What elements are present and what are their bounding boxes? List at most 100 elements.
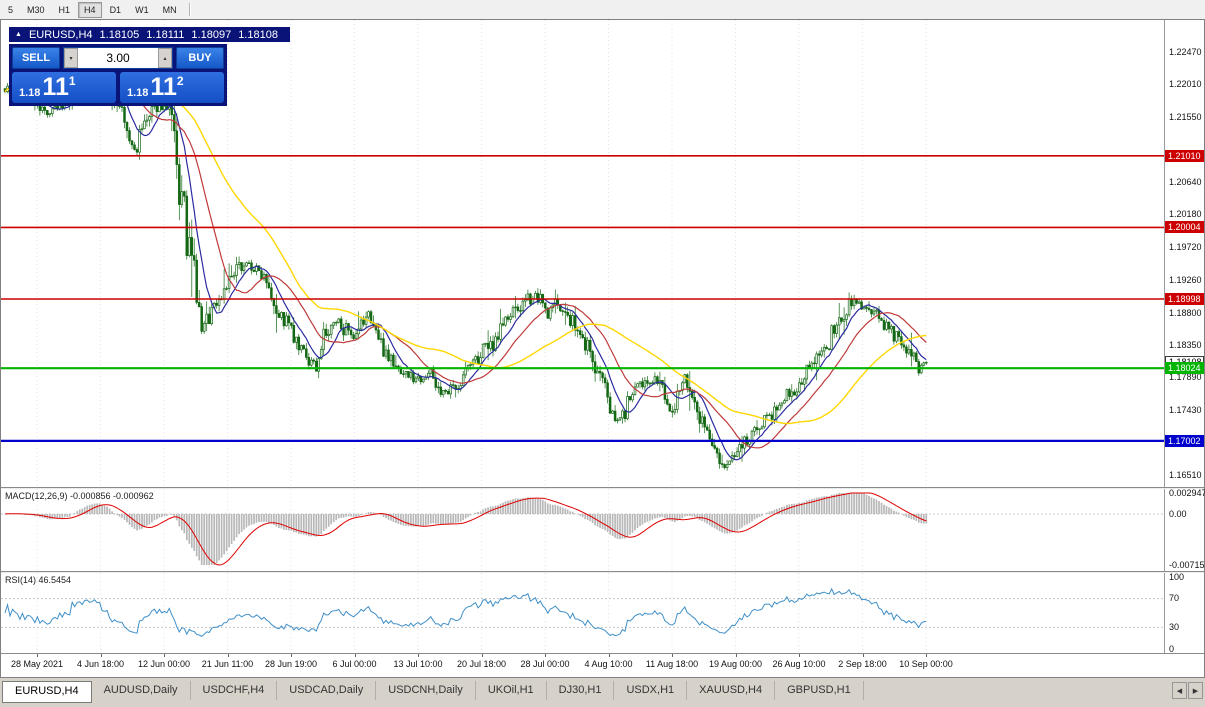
price-line-badge: 1.18998 xyxy=(1165,293,1204,305)
time-tick-mark xyxy=(354,654,356,657)
time-tick-mark xyxy=(100,654,102,657)
low-value: 1.18097 xyxy=(191,28,232,41)
buy-price-prefix: 1.18 xyxy=(127,87,149,99)
price-tick-label: 1.20640 xyxy=(1169,176,1202,187)
chart-tab-ukoil-h1[interactable]: UKOil,H1 xyxy=(476,681,547,700)
price-tick-label: 1.18350 xyxy=(1169,339,1202,350)
rsi-axis-label: 70 xyxy=(1169,593,1180,604)
chart-tab-usdx-h1[interactable]: USDX,H1 xyxy=(614,681,688,700)
time-axis-label: 11 Aug 18:00 xyxy=(645,659,699,669)
buy-price-pips: 11 xyxy=(150,73,177,101)
time-axis: 28 May 2021 4 Jun 18:00 12 Jun 00:00 21 Jun… xyxy=(1,653,1204,677)
sell-price-display[interactable]: 1.18 11 1 xyxy=(12,72,116,103)
time-axis-label: 10 Sep 00:00 xyxy=(899,659,953,669)
high-value: 1.18111 xyxy=(146,28,185,41)
chart-tab-usdcnh-daily[interactable]: USDCNH,Daily xyxy=(376,681,476,700)
one-click-trading-panel: SELL ▾ ▴ BUY 1.18 11 1 1.18 11 2 xyxy=(9,44,227,106)
tabs-scroll-left-button[interactable]: ◀ xyxy=(1172,682,1187,699)
time-axis-label: 26 Aug 10:00 xyxy=(772,659,826,669)
collapse-panel-icon[interactable]: ▲ xyxy=(15,31,22,38)
macd-axis-label: 0.002947 xyxy=(1169,487,1205,498)
time-axis-label: 28 Jul 00:00 xyxy=(520,659,570,669)
time-axis-label: 12 Jun 00:00 xyxy=(137,659,191,669)
chart-ohlc-bar: ▲ EURUSD,H4 1.18105 1.18111 1.18097 1.18… xyxy=(9,27,290,42)
time-axis-label: 19 Aug 00:00 xyxy=(708,659,763,669)
sell-price-point: 1 xyxy=(68,74,76,88)
rsi-indicator-panel[interactable] xyxy=(1,573,1164,653)
chart-tab-dj30-h1[interactable]: DJ30,H1 xyxy=(547,681,615,700)
lot-decrease-button[interactable]: ▾ xyxy=(64,48,78,68)
sell-price-prefix: 1.18 xyxy=(19,87,41,99)
chart-window: MACD(12,26,9) -0.000856 -0.000962 RSI(14… xyxy=(0,19,1205,678)
price-tick-label: 1.17890 xyxy=(1169,372,1202,383)
price-tick-label: 1.16510 xyxy=(1169,470,1202,481)
time-tick-mark xyxy=(545,654,546,657)
timeframe-button-5[interactable]: 5 xyxy=(8,4,14,15)
time-axis-label: 4 Jun 18:00 xyxy=(76,659,125,669)
toolbar-separator xyxy=(188,3,191,16)
price-line-badge: 1.18024 xyxy=(1165,362,1204,375)
timeframe-button-h1[interactable]: H1 xyxy=(58,4,71,15)
timeframe-button-m30[interactable]: M30 xyxy=(27,4,45,15)
time-axis-label: 2 Sep 18:00 xyxy=(838,659,887,669)
panel-separator[interactable] xyxy=(1,571,1204,573)
time-axis-label: 6 Jul 00:00 xyxy=(332,659,377,669)
time-tick-mark xyxy=(37,654,38,657)
chart-tab-gbpusd-h1[interactable]: GBPUSD,H1 xyxy=(775,681,864,700)
time-tick-mark xyxy=(862,654,864,657)
chart-tab-usdcad-daily[interactable]: USDCAD,Daily xyxy=(277,681,377,700)
price-tick-label: 1.17430 xyxy=(1169,405,1202,415)
rsi-axis-label: 100 xyxy=(1169,571,1185,582)
sell-price-pips: 11 xyxy=(42,73,69,101)
time-axis-label: 28 Jun 19:00 xyxy=(264,659,318,669)
macd-indicator-panel[interactable] xyxy=(1,489,1164,571)
time-tick-mark xyxy=(164,654,165,657)
time-tick-mark xyxy=(481,654,483,657)
close-value: 1.18108 xyxy=(238,28,278,41)
timeframe-toolbar: 5 M30 H1 H4 D1 W1 MN xyxy=(0,0,1205,19)
symbol-period-label: EURUSD,H4 xyxy=(28,28,93,41)
time-tick-mark xyxy=(418,654,419,657)
tabs-scroll-right-button[interactable]: ▶ xyxy=(1188,682,1203,699)
time-axis-label: 4 Aug 10:00 xyxy=(584,659,633,669)
sell-button[interactable]: SELL xyxy=(12,47,60,69)
rsi-axis-label: 0 xyxy=(1169,643,1175,654)
price-line-badge: 1.17002 xyxy=(1165,434,1204,447)
price-chart-canvas[interactable] xyxy=(1,20,1164,487)
buy-price-display[interactable]: 1.18 11 2 xyxy=(120,72,224,103)
tabs-container: EURUSD,H4 AUDUSD,Daily USDCHF,H4 USDCAD,Dai… xyxy=(2,681,864,703)
price-tick-label: 1.19720 xyxy=(1169,242,1202,253)
rsi-axis-label: 30 xyxy=(1169,621,1180,632)
timeframe-button-d1[interactable]: D1 xyxy=(109,4,122,15)
price-tick-label: 1.22010 xyxy=(1169,79,1202,90)
price-tick-label: 1.20180 xyxy=(1169,209,1202,220)
time-axis-label: 28 May 2021 xyxy=(10,659,64,669)
time-tick-mark xyxy=(227,654,229,657)
chart-tab-usdchf-h4[interactable]: USDCHF,H4 xyxy=(191,681,278,700)
buy-button[interactable]: BUY xyxy=(176,47,224,69)
price-tick-label: 1.21550 xyxy=(1169,111,1202,122)
price-tick-label: 1.18800 xyxy=(1169,307,1202,318)
lot-increase-button[interactable]: ▴ xyxy=(158,48,172,68)
time-axis-label: 20 Jul 18:00 xyxy=(456,659,507,669)
price-line-badge: 1.21010 xyxy=(1165,149,1204,162)
time-tick-mark xyxy=(608,654,610,657)
panel-separator[interactable] xyxy=(1,487,1204,489)
macd-axis-label: 0.00 xyxy=(1169,508,1187,519)
price-tick-label: 1.22470 xyxy=(1169,46,1202,57)
timeframe-button-h4[interactable]: H4 xyxy=(78,1,102,18)
macd-axis-label: -0.00715 xyxy=(1169,559,1205,570)
lot-size-input[interactable] xyxy=(78,48,158,68)
lot-size-group: ▾ ▴ xyxy=(63,47,173,69)
rsi-indicator-label: RSI(14) 46.5454 xyxy=(5,575,72,585)
time-tick-mark xyxy=(672,654,673,657)
chart-tab-bar: EURUSD,H4 AUDUSD,Daily USDCHF,H4 USDCAD,Dai… xyxy=(0,678,1205,707)
price-tick-label: 1.19260 xyxy=(1169,274,1202,285)
time-tick-mark xyxy=(291,654,292,657)
chart-tab-xauusd-h4[interactable]: XAUUSD,H4 xyxy=(687,681,776,700)
timeframe-button-w1[interactable]: W1 xyxy=(135,4,149,15)
timeframe-button-mn[interactable]: MN xyxy=(162,4,177,15)
time-tick-mark xyxy=(799,654,800,657)
chart-tab-eurusd-h4[interactable]: EURUSD,H4 xyxy=(2,681,92,703)
chart-tab-audusd-daily[interactable]: AUDUSD,Daily xyxy=(92,681,191,700)
